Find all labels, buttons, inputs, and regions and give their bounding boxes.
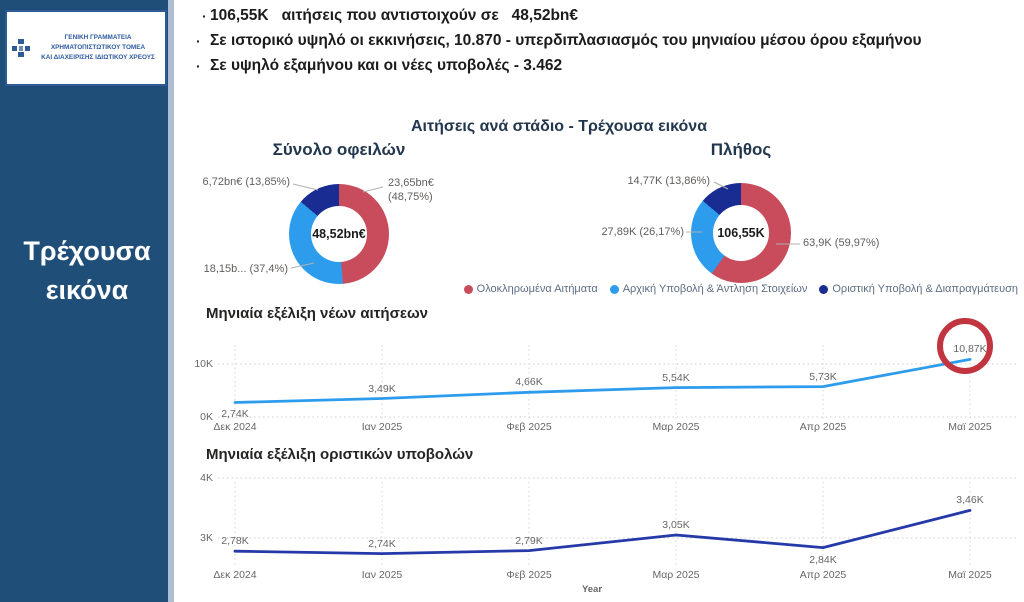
- legend-dot-icon: [609, 284, 619, 294]
- agency-name: ΓΕΝΙΚΗ ΓΡΑΜΜΑΤΕΙΑ ΧΡΗΜΑΤΟΠΙΣΤΩΤΙΚΟΥ ΤΟΜΕ…: [35, 33, 161, 64]
- sidebar-page-title: Τρέχουσα εικόνα: [23, 236, 151, 306]
- donut-total-debt-center-value: 48,52bn€: [312, 227, 366, 241]
- x-axis-tick: Δεκ 2024: [213, 421, 257, 433]
- data-point-label: 3,05K: [662, 519, 690, 531]
- x-axis-tick: Φεβ 2025: [506, 421, 552, 433]
- data-point-label: 2,74K: [368, 538, 396, 550]
- data-point-label: 2,78K: [221, 535, 249, 547]
- bullet-text: αιτήσεις που αντιστοιχούν σε: [281, 7, 499, 24]
- highlight-circle-annotation: [937, 318, 993, 374]
- x-axis-tick: Μαϊ 2025: [948, 421, 992, 433]
- donut-slice-label: 14,77K (13,86%): [627, 175, 710, 187]
- legend-label: Αρχική Υποβολή & Άντληση Στοιχείων: [622, 283, 808, 295]
- data-point-label: 5,54K: [662, 372, 690, 384]
- bullet-text: Σε υψηλό εξαμήνου και οι νέες υποβολές -…: [210, 57, 563, 74]
- y-axis-tick: 4K: [200, 472, 213, 484]
- y-axis-tick: 10K: [194, 358, 213, 370]
- legend-label: Οριστική Υποβολή & Διαπραγμάτευση: [832, 283, 1018, 295]
- bullet-dot: ·: [196, 58, 201, 74]
- x-axis-tick: Απρ 2025: [799, 569, 847, 581]
- donut-count-center-value: 106,55K: [717, 226, 765, 240]
- applications-count: 106,55K: [210, 7, 269, 24]
- x-axis-title: Year: [581, 584, 603, 595]
- legend-dot-icon: [463, 284, 473, 294]
- x-axis-tick: Μαρ 2025: [652, 569, 700, 581]
- government-emblem-icon: [12, 39, 30, 57]
- line-chart-final-submissions-title: Μηνιαία εξέλιξη οριστικών υποβολών: [206, 446, 474, 463]
- sidebar-edge-strip: [168, 0, 174, 602]
- data-point-label: 2,79K: [515, 535, 543, 547]
- x-axis-tick: Ιαν 2025: [361, 569, 403, 581]
- donut-total-debt-title: Σύνολο οφειλών: [272, 140, 406, 159]
- agency-name-line2: ΚΑΙ ΔΙΑΧΕΙΡΙΣΗΣ ΙΔΙΩΤΙΚΟΥ ΧΡΕΟΥΣ: [41, 54, 155, 62]
- line-chart-new-applications-title: Μηνιαία εξέλιξη νέων αιτήσεων: [206, 305, 428, 322]
- agency-name-line1: ΓΕΝΙΚΗ ΓΡΑΜΜΑΤΕΙΑ ΧΡΗΜΑΤΟΠΙΣΤΩΤΙΚΟΥ ΤΟΜΕ…: [50, 33, 146, 51]
- bullet-dot: ·: [202, 8, 207, 24]
- bullet-initiations: · Σε ιστορικό υψηλό οι εκκινήσεις, 10.870…: [194, 29, 1000, 53]
- y-axis-tick: 3K: [200, 532, 213, 544]
- data-point-label: 2,84K: [809, 554, 837, 566]
- x-axis-tick: Μαϊ 2025: [948, 569, 992, 581]
- data-point-label: 4,66K: [515, 376, 543, 388]
- donut-slice-label: 27,89K (26,17%): [601, 226, 684, 238]
- data-point-label: 3,49K: [368, 383, 396, 395]
- data-point-label: 3,46K: [956, 494, 984, 506]
- stage-legend: Ολοκληρωμένα Αιτήματα Αρχική Υποβολή & Άν…: [463, 283, 1018, 295]
- donut-chart-count[interactable]: [691, 183, 791, 283]
- y-axis-tick: 0K: [200, 411, 213, 423]
- legend-item[interactable]: Αρχική Υποβολή & Άντληση Στοιχείων: [609, 283, 808, 295]
- bullet-submissions: · Σε υψηλό εξαμήνου και οι νέες υποβολές …: [194, 54, 1014, 78]
- data-point-label: 2,74K: [221, 408, 249, 420]
- donut-slice-label: 23,65bn€ (48,75%): [388, 177, 434, 203]
- legend-item[interactable]: Οριστική Υποβολή & Διαπραγμάτευση: [819, 283, 1018, 295]
- x-axis-tick: Δεκ 2024: [213, 569, 257, 581]
- legend-label: Ολοκληρωμένα Αιτήματα: [476, 283, 598, 295]
- x-axis-tick: Απρ 2025: [799, 421, 847, 433]
- bullet-text: Σε ιστορικό υψηλό οι εκκινήσεις, 10.870 …: [210, 32, 922, 49]
- donut-slice-label: 6,72bn€ (13,85%): [202, 176, 290, 188]
- donut-slice-label: 63,9K (59,97%): [803, 237, 880, 249]
- donut-slice-label: 18,15b... (37,4%): [203, 263, 288, 275]
- bullet-dot: ·: [196, 33, 201, 49]
- x-axis-tick: Μαρ 2025: [652, 421, 700, 433]
- x-axis-tick: Ιαν 2025: [361, 421, 403, 433]
- donut-count-title: Πλήθος: [710, 140, 772, 159]
- debt-amount: 48,52bn€: [511, 7, 579, 24]
- summary-bullets: · 106,55K αιτήσεις που αντιστοιχούν σε 4…: [194, 4, 1014, 79]
- data-point-label: 5,73K: [809, 371, 837, 383]
- agency-logo: ΓΕΝΙΚΗ ΓΡΑΜΜΑΤΕΙΑ ΧΡΗΜΑΤΟΠΙΣΤΩΤΙΚΟΥ ΤΟΜΕ…: [5, 10, 167, 86]
- x-axis-tick: Φεβ 2025: [506, 569, 552, 581]
- section-title: Αιτήσεις ανά στάδιο - Τρέχουσα εικόνα: [410, 118, 708, 135]
- bullet-applications-total: · 106,55K αιτήσεις που αντιστοιχούν σε 4…: [194, 4, 1014, 28]
- legend-dot-icon: [819, 284, 829, 294]
- sidebar: ΓΕΝΙΚΗ ΓΡΑΜΜΑΤΕΙΑ ΧΡΗΜΑΤΟΠΙΣΤΩΤΙΚΟΥ ΤΟΜΕ…: [0, 0, 174, 602]
- legend-item[interactable]: Ολοκληρωμένα Αιτήματα: [463, 283, 598, 295]
